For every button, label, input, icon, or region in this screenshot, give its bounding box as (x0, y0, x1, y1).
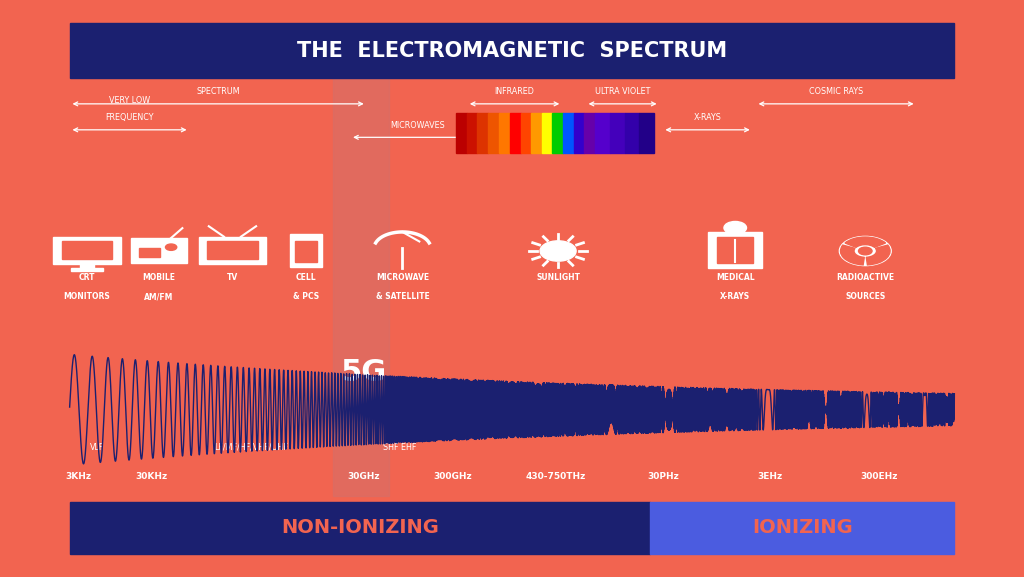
Text: LF/MF/HF/VHF/UHF: LF/MF/HF/VHF/UHF (214, 443, 288, 452)
Text: MONITORS: MONITORS (63, 292, 111, 301)
Wedge shape (841, 245, 864, 265)
Text: 30PHz: 30PHz (647, 471, 680, 481)
Circle shape (840, 237, 891, 265)
Text: VLF: VLF (90, 443, 104, 452)
Bar (542, 113, 553, 153)
Bar (573, 113, 585, 153)
Circle shape (724, 222, 746, 234)
Text: 3EHz: 3EHz (758, 471, 782, 481)
Bar (510, 113, 520, 153)
Circle shape (540, 241, 577, 261)
Text: CRT: CRT (79, 272, 95, 282)
Text: 3KHz: 3KHz (66, 471, 92, 481)
Text: MEDICAL: MEDICAL (716, 272, 755, 282)
Bar (70, 23, 954, 78)
Text: MICROWAVES: MICROWAVES (390, 121, 444, 130)
Text: CELL: CELL (296, 272, 316, 282)
Text: RADIO FREQUENCY: RADIO FREQUENCY (180, 70, 256, 79)
Bar (199, 237, 266, 264)
Text: 430-750THz: 430-750THz (526, 471, 586, 481)
Bar (499, 113, 510, 153)
Text: RADIOACTIVE: RADIOACTIVE (837, 272, 894, 282)
Bar (477, 113, 488, 153)
Wedge shape (845, 237, 886, 248)
Text: IONIZING: IONIZING (752, 519, 853, 537)
Bar (717, 237, 754, 263)
Text: SOURCES: SOURCES (845, 292, 886, 301)
Text: VERY LOW: VERY LOW (109, 96, 151, 105)
Bar (72, 268, 102, 271)
Bar (488, 113, 499, 153)
Text: X-RAYS: X-RAYS (693, 113, 722, 122)
Text: MOBILE: MOBILE (142, 272, 175, 282)
Bar (333, 75, 389, 496)
Text: MICROWAVE: MICROWAVE (376, 272, 429, 282)
Text: ULTRA VIOLET: ULTRA VIOLET (595, 87, 650, 96)
Bar (295, 242, 317, 262)
Bar (291, 234, 322, 268)
Bar (70, 502, 650, 554)
Bar (520, 113, 531, 153)
Text: SPECTRUM: SPECTRUM (197, 87, 240, 96)
Text: INFRARED: INFRARED (495, 87, 535, 96)
Text: 30KHz: 30KHz (135, 471, 168, 481)
Bar (207, 242, 258, 259)
Text: COSMIC RAYS: COSMIC RAYS (809, 87, 863, 96)
Bar (531, 113, 542, 153)
Bar (53, 237, 121, 264)
Text: 30GHz: 30GHz (347, 471, 380, 481)
Text: TV: TV (227, 272, 238, 282)
Text: 300EHz: 300EHz (860, 471, 897, 481)
Bar (609, 113, 625, 153)
Text: 300GHz: 300GHz (433, 471, 472, 481)
Bar (709, 232, 762, 268)
Text: SUNLIGHT: SUNLIGHT (537, 272, 580, 282)
Bar (139, 248, 161, 257)
Bar (585, 113, 595, 153)
Text: SHF EHF: SHF EHF (383, 443, 416, 452)
Bar (625, 113, 639, 153)
Text: THE  ELECTROMAGNETIC  SPECTRUM: THE ELECTROMAGNETIC SPECTRUM (297, 41, 727, 61)
Text: & PCS: & PCS (293, 292, 319, 301)
Bar (456, 113, 467, 153)
Text: VISIBLE: VISIBLE (539, 113, 568, 122)
Bar (595, 113, 609, 153)
Bar (61, 242, 113, 259)
Circle shape (166, 244, 177, 250)
Text: FREQUENCY: FREQUENCY (105, 113, 154, 122)
Text: & SATELLITE: & SATELLITE (376, 292, 429, 301)
Bar (639, 113, 654, 153)
Text: 5G: 5G (340, 358, 387, 387)
Circle shape (858, 247, 872, 255)
Bar (131, 238, 186, 263)
Text: GAMMA: GAMMA (820, 70, 852, 79)
Bar (563, 113, 573, 153)
Text: AM/FM: AM/FM (144, 292, 173, 301)
Text: NON-IONIZING: NON-IONIZING (281, 519, 439, 537)
Bar (467, 113, 477, 153)
Text: X-RAYS: X-RAYS (720, 292, 751, 301)
Wedge shape (866, 245, 890, 265)
Bar (80, 263, 94, 269)
Bar (553, 113, 563, 153)
Bar (650, 502, 954, 554)
